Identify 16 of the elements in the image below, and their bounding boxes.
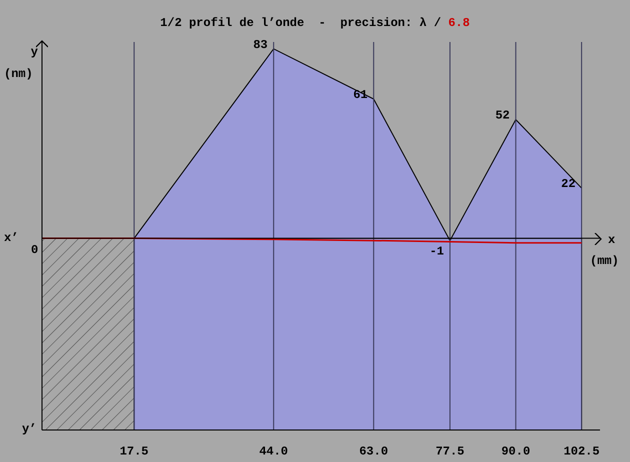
y-axis-title: y (nm) [4, 45, 38, 81]
text: x’ [4, 231, 18, 245]
x-tick-label: 77.5 [436, 444, 464, 459]
x-tick-label: 63.0 [359, 444, 388, 459]
text: 0 [31, 243, 38, 257]
data-label: -1 [430, 244, 444, 259]
data-label: 83 [253, 38, 268, 52]
data-label: 22 [561, 177, 576, 192]
x-tick-label: 17.5 [120, 444, 149, 459]
x-tick-label: 44.0 [259, 444, 288, 459]
text: y’ [22, 422, 36, 436]
chart-title: 1/2 profil de l’onde - precision: λ / 6.8 [160, 16, 470, 30]
x-tick-label: 102.5 [564, 444, 600, 459]
data-label: 52 [495, 108, 510, 123]
x-tick-label: 90.0 [501, 444, 530, 459]
x-axis-title: x (mm) [590, 233, 619, 268]
